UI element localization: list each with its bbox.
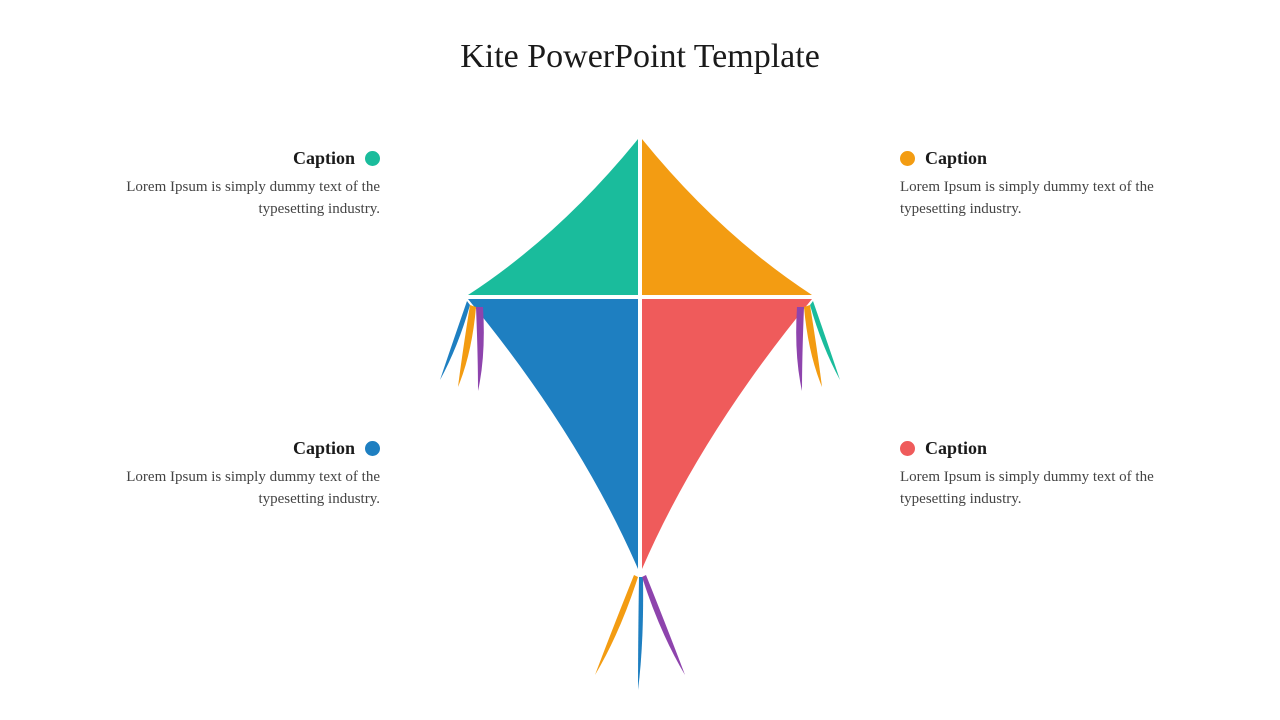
caption-label: Caption — [293, 148, 355, 169]
kite-panel-top-right — [642, 139, 812, 295]
kite-panel-bottom-right — [642, 299, 812, 569]
caption-label: Caption — [925, 438, 987, 459]
caption-label: Caption — [293, 438, 355, 459]
bullet-icon — [365, 441, 380, 456]
bullet-icon — [900, 151, 915, 166]
caption-label: Caption — [925, 148, 987, 169]
tassel-left-3 — [476, 307, 484, 391]
tassel-right-3 — [796, 307, 804, 391]
kite-graphic — [420, 115, 860, 715]
kite-panel-bottom-left — [468, 299, 638, 569]
tassel-bottom-2 — [638, 577, 643, 690]
bullet-icon — [900, 441, 915, 456]
tassel-right-2 — [804, 305, 822, 387]
page-title: Kite PowerPoint Template — [0, 38, 1280, 76]
caption-body: Lorem Ipsum is simply dummy text of the … — [900, 177, 1180, 221]
caption-body: Lorem Ipsum is simply dummy text of the … — [900, 467, 1180, 511]
tassel-left-2 — [458, 305, 476, 387]
tassel-bottom-1 — [595, 575, 638, 675]
kite-panel-top-left — [468, 139, 638, 295]
caption-bottom-right: Caption Lorem Ipsum is simply dummy text… — [900, 438, 1180, 511]
caption-body: Lorem Ipsum is simply dummy text of the … — [100, 177, 380, 221]
caption-body: Lorem Ipsum is simply dummy text of the … — [100, 467, 380, 511]
caption-bottom-left: Caption Lorem Ipsum is simply dummy text… — [100, 438, 380, 511]
caption-top-left: Caption Lorem Ipsum is simply dummy text… — [100, 148, 380, 221]
bullet-icon — [365, 151, 380, 166]
caption-top-right: Caption Lorem Ipsum is simply dummy text… — [900, 148, 1180, 221]
tassel-bottom-3 — [642, 575, 685, 675]
